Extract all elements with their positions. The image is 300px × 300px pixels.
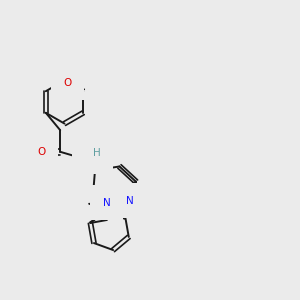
Text: N: N — [126, 196, 134, 206]
Text: H: H — [93, 148, 100, 158]
Text: N: N — [84, 151, 92, 161]
Text: O: O — [37, 147, 45, 157]
Text: N: N — [103, 197, 110, 208]
Text: O: O — [64, 78, 72, 88]
